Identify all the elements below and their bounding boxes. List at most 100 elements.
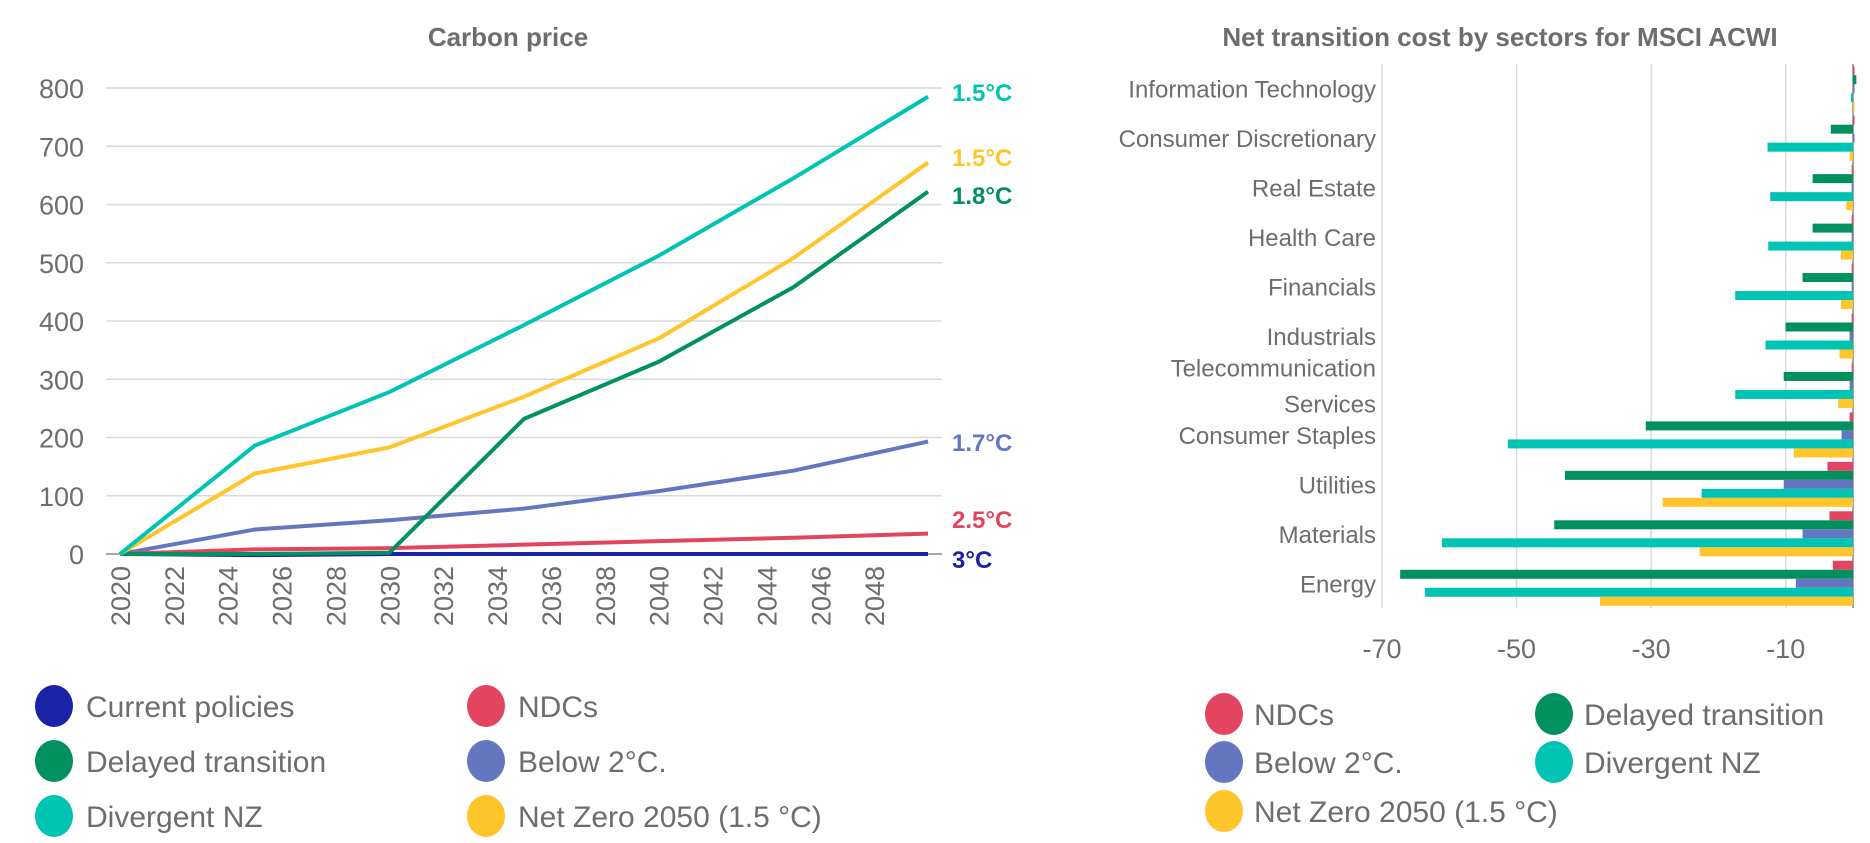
bar-below-2c (1783, 479, 1853, 489)
legend-marker-ndcs (1205, 693, 1243, 735)
category-label: Industrials (1267, 324, 1376, 351)
category-label: Consumer Staples (1179, 423, 1376, 450)
bar-ndcs (1851, 264, 1854, 274)
legend-marker-divergent-nz (35, 795, 73, 837)
legend-marker-below-2c (467, 740, 505, 782)
legend-marker-delayed-transition (35, 740, 73, 782)
legend-marker-delayed-transition (1535, 693, 1573, 735)
bar-below-2c (1853, 133, 1855, 143)
bar-net-zero-2050 (1793, 448, 1853, 458)
bar-ndcs (1853, 66, 1855, 76)
x-tick-label: 2022 (160, 566, 190, 626)
category-label: Services (1284, 391, 1376, 418)
bar-below-2c (1851, 183, 1854, 193)
category-label: Materials (1279, 522, 1376, 549)
x-tick-label: 2036 (537, 566, 567, 626)
bar-delayed-transition (1785, 322, 1853, 332)
legend-marker-ndcs (467, 685, 505, 727)
category-label: Telecommunication (1171, 355, 1376, 382)
bar-divergent-nz (1850, 93, 1853, 103)
y-tick-label: 0 (69, 540, 84, 570)
bar-delayed-transition (1812, 174, 1853, 184)
x-tick-label: 2026 (268, 566, 298, 626)
bar-ndcs (1851, 362, 1854, 372)
bar-ndcs (1832, 560, 1853, 570)
carbon-price-legend: Current policies NDCs Delayed transition Be… (35, 685, 822, 837)
bar-below-2c (1853, 84, 1855, 94)
end-label-current-policies: 3°C (952, 547, 992, 574)
end-label-ndcs: 2.5°C (952, 507, 1012, 534)
legend-marker-net-zero-2050 (467, 795, 505, 837)
bar-net-zero-2050 (1699, 547, 1853, 557)
bar-divergent-nz (1770, 192, 1853, 202)
bar-below-2c (1802, 529, 1853, 539)
legend-label: Below 2°C. (518, 746, 667, 779)
bar-divergent-nz (1701, 488, 1853, 498)
bar-net-zero-2050 (1662, 497, 1853, 507)
end-label-delayed-transition: 1.8°C (952, 183, 1012, 210)
bar-net-zero-2050 (1840, 250, 1853, 260)
legend-marker-below-2c (1205, 741, 1243, 783)
bar-divergent-nz (1735, 389, 1853, 399)
bar-below-2c (1849, 331, 1853, 341)
bar-divergent-nz (1735, 291, 1853, 301)
end-label-net-zero-2050: 1.5°C (952, 145, 1012, 172)
bar-net-zero-2050 (1600, 596, 1853, 606)
bar-delayed-transition (1783, 371, 1853, 381)
category-label: Financials (1268, 275, 1376, 302)
y-tick-label: 800 (39, 74, 84, 104)
bar-net-zero-2050 (1839, 349, 1853, 359)
category-label: Real Estate (1252, 176, 1376, 203)
category-label: Utilities (1299, 472, 1376, 499)
legend-label: Net Zero 2050 (1.5 °C) (518, 801, 822, 834)
bar-ndcs (1851, 214, 1854, 224)
bar-ndcs (1851, 313, 1854, 323)
bar-below-2c (1851, 232, 1854, 242)
series-line-below-2c (119, 439, 929, 556)
y-tick-label: 600 (39, 191, 84, 221)
x-tick-label: 2042 (699, 566, 729, 626)
bar-net-zero-2050 (1838, 398, 1853, 408)
bar-net-zero-2050 (1846, 201, 1853, 211)
x-tick-label: -30 (1632, 634, 1671, 664)
transition-cost-bars: Information Technology Consumer Discretio… (1119, 66, 1857, 606)
bar-delayed-transition (1802, 273, 1853, 283)
series-line-divergent-nz (118, 95, 930, 556)
legend-label: NDCs (1254, 699, 1334, 732)
bar-ndcs (1851, 165, 1854, 175)
bar-net-zero-2050 (1840, 300, 1853, 310)
legend-label: Delayed transition (1584, 699, 1824, 732)
legend-label: Delayed transition (86, 746, 326, 779)
y-tick-label: 300 (39, 365, 84, 395)
y-tick-label: 400 (39, 307, 84, 337)
bar-ndcs (1829, 511, 1853, 521)
transition-cost-gridlines: -70 -50 -30 -10 (1362, 64, 1854, 664)
legend-label: Divergent NZ (1584, 747, 1761, 780)
end-label-below-2c: 1.7°C (952, 430, 1012, 457)
bar-divergent-nz (1765, 340, 1853, 350)
bar-below-2c (1849, 380, 1853, 390)
bar-divergent-nz (1768, 241, 1853, 251)
category-label: Consumer Discretionary (1119, 126, 1376, 153)
bar-below-2c (1841, 430, 1853, 440)
bar-delayed-transition (1400, 569, 1853, 579)
series-line-net-zero-2050 (118, 160, 930, 556)
x-tick-label: 2024 (214, 566, 244, 626)
series-line-ndcs (119, 531, 929, 556)
category-label: Information Technology (1128, 77, 1376, 104)
legend-label: NDCs (518, 691, 598, 724)
bar-delayed-transition (1830, 124, 1853, 134)
category-label: Energy (1300, 571, 1376, 598)
bar-ndcs (1827, 461, 1853, 471)
carbon-price-gridlines: 0 100 200 300 400 500 600 700 800 2020 2022 2024 202… (39, 74, 942, 626)
end-label-divergent-nz: 1.5°C (952, 80, 1012, 107)
bar-delayed-transition (1853, 75, 1857, 85)
y-tick-label: 700 (39, 132, 84, 162)
bar-divergent-nz (1441, 538, 1853, 548)
y-tick-label: 200 (39, 424, 84, 454)
bar-delayed-transition (1645, 421, 1853, 431)
category-label: Health Care (1248, 225, 1376, 252)
bar-divergent-nz (1425, 587, 1853, 597)
legend-marker-divergent-nz (1535, 741, 1573, 783)
